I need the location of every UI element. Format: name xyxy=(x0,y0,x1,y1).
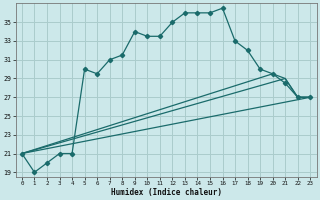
X-axis label: Humidex (Indice chaleur): Humidex (Indice chaleur) xyxy=(111,188,221,197)
